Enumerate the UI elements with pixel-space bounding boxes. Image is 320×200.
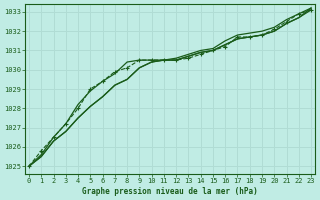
X-axis label: Graphe pression niveau de la mer (hPa): Graphe pression niveau de la mer (hPa) — [82, 187, 258, 196]
